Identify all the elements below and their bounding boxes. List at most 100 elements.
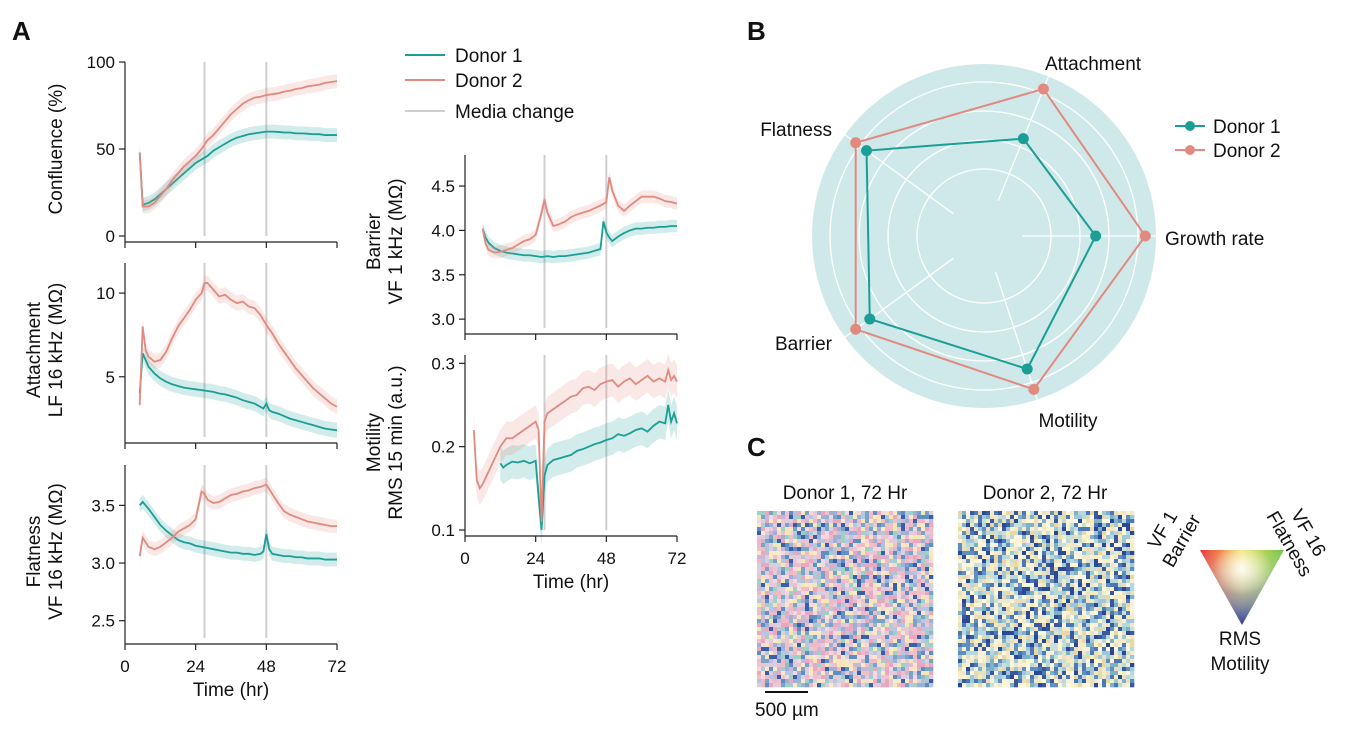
heatmap-cell [821,531,826,536]
heatmap-cell [845,579,850,584]
heatmap-cell [805,559,810,564]
heatmap-cell [958,619,963,624]
heatmap-cell [909,591,914,596]
heatmap-cell [970,635,975,640]
heatmap-cell [1106,567,1111,572]
heatmap-cell [1110,607,1115,612]
heatmap-cell [813,515,818,520]
heatmap-cell [905,627,910,632]
heatmap-cell [1038,671,1043,676]
heatmap-cell [1050,631,1055,636]
heatmap-cell [1082,655,1087,660]
heatmap-cell [785,587,790,592]
heatmap-cell [897,567,902,572]
heatmap-cell [1110,655,1115,660]
heatmap-cell [1054,555,1059,560]
heatmap-cell [929,679,934,684]
heatmap-cell [881,523,886,528]
heatmap-cell [829,583,834,588]
heatmap-cell [1018,555,1023,560]
heatmap-cell [929,543,934,548]
heatmap-cell [1094,619,1099,624]
heatmap-cell [1114,683,1119,688]
heatmap-cell [841,623,846,628]
heatmap-cell [829,535,834,540]
heatmap-cell [825,651,830,656]
heatmap-cell [1118,535,1123,540]
heatmap-cell [929,571,934,576]
heatmap-cell [1014,543,1019,548]
heatmap-cell [958,535,963,540]
heatmap-cell [909,555,914,560]
heatmap-cell [1114,531,1119,536]
heatmap-cell [1094,683,1099,688]
heatmap-cell [761,611,766,616]
heatmap-cell [773,663,778,668]
y-tick-label: 0.1 [431,521,455,540]
heatmap-cell [1070,631,1075,636]
heatmap-cell [1126,627,1131,632]
heatmap-cell [877,623,882,628]
heatmap-cell [958,611,963,616]
heatmap-cell [857,663,862,668]
heatmap-cell [986,683,991,688]
heatmap-cell [1122,515,1127,520]
heatmap-cell [853,599,858,604]
heatmap-cell [885,523,890,528]
heatmap-cell [1078,599,1083,604]
heatmap-cell [1010,567,1015,572]
heatmap-cell [994,675,999,680]
heatmap-cell [817,603,822,608]
heatmap-cell [1038,575,1043,580]
heatmap-cell [905,511,910,516]
heatmap-cell [1078,527,1083,532]
heatmap-cell [1026,567,1031,572]
heatmap-cell [1010,559,1015,564]
heatmap-cell [1042,619,1047,624]
heatmap-cell [1010,571,1015,576]
heatmap-cell [929,559,934,564]
heatmap-cell [861,603,866,608]
heatmap-cell [817,599,822,604]
heatmap-cell [1082,527,1087,532]
heatmap-cell [970,607,975,612]
heatmap-cell [1014,547,1019,552]
heatmap-cell [966,567,971,572]
heatmap-cell [978,579,983,584]
heatmap-cell [958,551,963,556]
heatmap-cell [958,647,963,652]
heatmap-cell [978,551,983,556]
heatmap-cell [1074,603,1079,608]
heatmap-cell [789,663,794,668]
heatmap-cell [845,567,850,572]
heatmap-cell [1114,527,1119,532]
heatmap-cell [1114,647,1119,652]
heatmap-cell [1074,571,1079,576]
heatmap-cell [829,595,834,600]
heatmap-cell [1046,607,1051,612]
heatmap-cell [821,611,826,616]
heatmap-cell [1106,599,1111,604]
heatmap-cell [990,627,995,632]
heatmap-cell [857,535,862,540]
heatmap-cell [813,527,818,532]
heatmap-cell [849,575,854,580]
heatmap-cell [974,667,979,672]
heatmap-cell [1026,647,1031,652]
heatmap-cell [809,679,814,684]
heatmap-cell [773,579,778,584]
heatmap-cell [1086,591,1091,596]
heatmap-cell [962,619,967,624]
heatmap-cell [925,603,930,608]
heatmap-cell [962,519,967,524]
heatmap-cell [970,543,975,548]
heatmap-cell [817,583,822,588]
heatmap-cell [913,519,918,524]
heatmap-cell [994,651,999,656]
heatmap-cell [837,519,842,524]
heatmap-cell [1098,663,1103,668]
heatmap-cell [1098,655,1103,660]
heatmap-cell [1002,675,1007,680]
heatmap-cell [1126,575,1131,580]
heatmap-cell [1122,631,1127,636]
